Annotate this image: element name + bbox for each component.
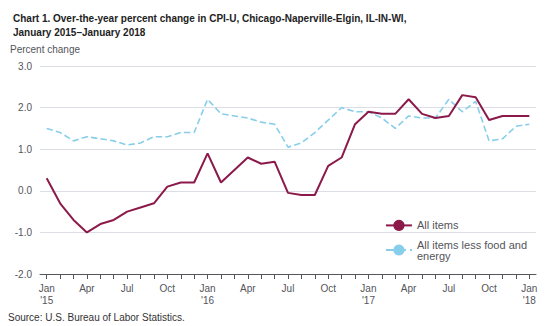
svg-text:Percent change: Percent change <box>10 44 80 55</box>
svg-text:3.0: 3.0 <box>18 61 32 72</box>
svg-text:Source: U.S. Bureau of Labor S: Source: U.S. Bureau of Labor Statistics. <box>8 312 185 323</box>
svg-text:Jul: Jul <box>121 283 134 294</box>
svg-text:Apr: Apr <box>79 283 95 294</box>
svg-text:All items less food and: All items less food and <box>416 238 527 251</box>
svg-text:Apr: Apr <box>240 283 256 294</box>
svg-text:Jul: Jul <box>442 283 455 294</box>
svg-text:Apr: Apr <box>401 283 417 294</box>
svg-text:'17: '17 <box>362 295 375 306</box>
svg-text:Jan: Jan <box>521 283 537 294</box>
svg-text:Oct: Oct <box>481 283 497 294</box>
svg-text:-2.0: -2.0 <box>15 269 33 280</box>
svg-text:1.0: 1.0 <box>18 144 32 155</box>
svg-text:-1.0: -1.0 <box>15 227 33 238</box>
svg-text:'18: '18 <box>523 295 536 306</box>
svg-text:Jan: Jan <box>39 283 55 294</box>
svg-text:Chart 1. Over-the-year percent: Chart 1. Over-the-year percent change in… <box>13 13 407 24</box>
svg-text:Oct: Oct <box>320 283 336 294</box>
svg-text:All items: All items <box>417 219 459 231</box>
svg-text:Jan: Jan <box>360 283 376 294</box>
svg-text:January 2015–January 2018: January 2015–January 2018 <box>13 27 146 38</box>
svg-text:energy: energy <box>417 250 451 262</box>
svg-text:'15: '15 <box>40 295 53 306</box>
svg-text:Jan: Jan <box>200 283 216 294</box>
svg-text:2.0: 2.0 <box>18 102 32 113</box>
svg-text:0.0: 0.0 <box>18 185 32 196</box>
svg-text:Oct: Oct <box>160 283 176 294</box>
svg-text:Jul: Jul <box>282 283 295 294</box>
svg-text:'16: '16 <box>201 295 214 306</box>
